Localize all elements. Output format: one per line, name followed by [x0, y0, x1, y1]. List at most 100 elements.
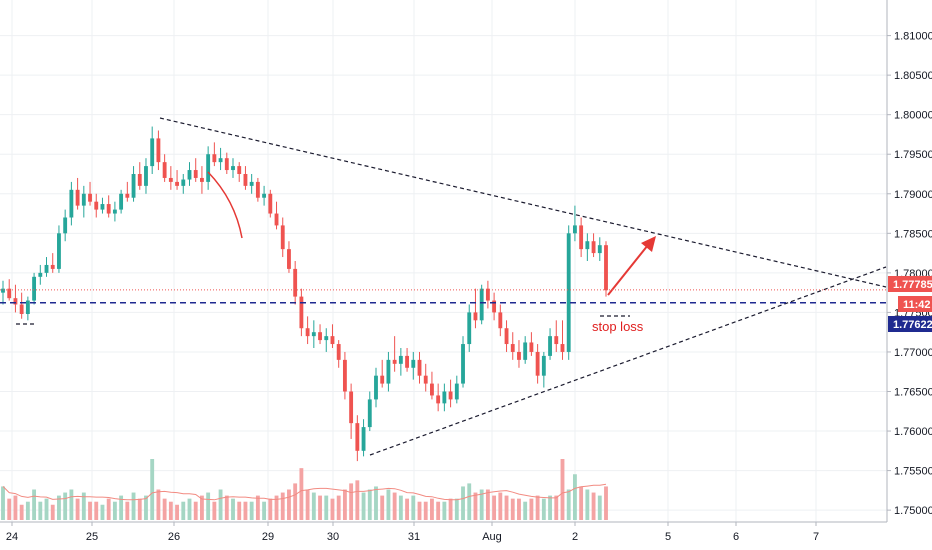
volume-bar [137, 498, 142, 520]
candle-body [554, 336, 559, 345]
volume-bar [324, 495, 329, 520]
candle-body [417, 359, 422, 376]
candle-body [572, 225, 577, 234]
volume-bar [44, 498, 49, 520]
upper-trendline [159, 117, 887, 288]
volume-bar [94, 501, 99, 520]
volume-bar [175, 504, 179, 520]
volume-bar [1, 486, 5, 520]
x-axis: 24 25 26 29 30 31 Aug 2 5 6 7 [6, 522, 819, 543]
volume-bar [566, 489, 571, 520]
volume-bar [430, 498, 434, 520]
candle-body [287, 249, 291, 269]
candle-body [131, 174, 136, 198]
volume-bar [119, 495, 124, 520]
candle-body [510, 344, 515, 352]
volume-bar [131, 492, 136, 520]
volume-bar [299, 468, 304, 520]
candle-body [579, 225, 584, 250]
candle-body [529, 342, 534, 352]
candle-body [200, 177, 204, 182]
candle-body [237, 166, 242, 174]
candle-body [137, 174, 142, 186]
volume-bar [442, 501, 447, 520]
candle-body [44, 264, 49, 273]
volume-bar [150, 459, 155, 520]
y-tick-label: 1.75000 [894, 505, 932, 517]
candle-body [392, 359, 397, 364]
candle-body [119, 193, 124, 210]
volume-bar [280, 492, 285, 520]
candle-body [255, 181, 260, 198]
candle-body [349, 391, 354, 424]
candle-body [88, 193, 92, 202]
volume-bar [25, 501, 30, 520]
volume-bar [293, 483, 298, 520]
candle-body [125, 193, 130, 198]
candle-body [523, 342, 528, 360]
candle-body [504, 328, 509, 345]
y-tick-label: 1.76000 [894, 426, 932, 438]
candle-body [212, 154, 217, 163]
candle-body [94, 201, 99, 210]
volume-bars [1, 459, 608, 520]
volume-bar [187, 498, 192, 520]
candle-body [430, 383, 434, 396]
y-tick-label: 1.76500 [894, 387, 932, 399]
candle-body [448, 391, 453, 400]
candle-body [355, 423, 360, 451]
candle-body [479, 288, 484, 321]
volume-bar [106, 498, 111, 520]
volume-bar [398, 495, 403, 520]
candle-body [305, 328, 310, 337]
candle-body [374, 375, 378, 400]
badge-current-price [888, 276, 932, 292]
volume-bar [411, 495, 416, 520]
volume-bar [517, 498, 521, 520]
candle-body [100, 204, 105, 210]
volume-bar [243, 501, 248, 520]
candle-body [144, 166, 148, 186]
candle-body [324, 336, 329, 341]
volume-bar [461, 486, 465, 520]
volume-bar [423, 501, 428, 520]
volume-bar [88, 501, 92, 520]
volume-bar [224, 495, 229, 520]
candle-body [318, 332, 322, 341]
candle-body [7, 288, 12, 299]
volume-bar [125, 501, 130, 520]
candle-body [560, 344, 565, 352]
candle-body [566, 233, 571, 352]
volume-bar [193, 501, 198, 520]
candlesticks [1, 126, 608, 462]
volume-bar [380, 495, 385, 520]
price-badges: 1.77785 11:42 1.77622 [888, 276, 932, 332]
volume-bar [473, 492, 478, 520]
volume-bar [554, 495, 559, 520]
candle-body [361, 427, 366, 451]
candle-body [206, 154, 211, 182]
volume-bar [305, 489, 310, 520]
volume-bar [479, 489, 484, 520]
candle-body [492, 300, 497, 313]
volume-bar [237, 501, 242, 520]
candle-body [162, 162, 167, 178]
candle-body [498, 312, 503, 329]
volume-bar [249, 501, 254, 520]
y-tick-label: 1.80500 [894, 70, 932, 82]
candle-body [386, 359, 391, 384]
candle-body [342, 359, 347, 392]
y-tick-label: 1.79000 [894, 189, 932, 201]
candle-body [38, 272, 43, 277]
volume-bar [318, 495, 322, 520]
volume-bar [417, 501, 422, 520]
volume-bar [504, 495, 509, 520]
volume-bar [32, 489, 37, 520]
volume-bar [485, 489, 490, 520]
candle-body [293, 268, 298, 297]
volume-bar [206, 492, 211, 520]
x-tick-label: 31 [408, 531, 420, 543]
volume-bar [467, 483, 472, 520]
candle-body [249, 181, 254, 186]
